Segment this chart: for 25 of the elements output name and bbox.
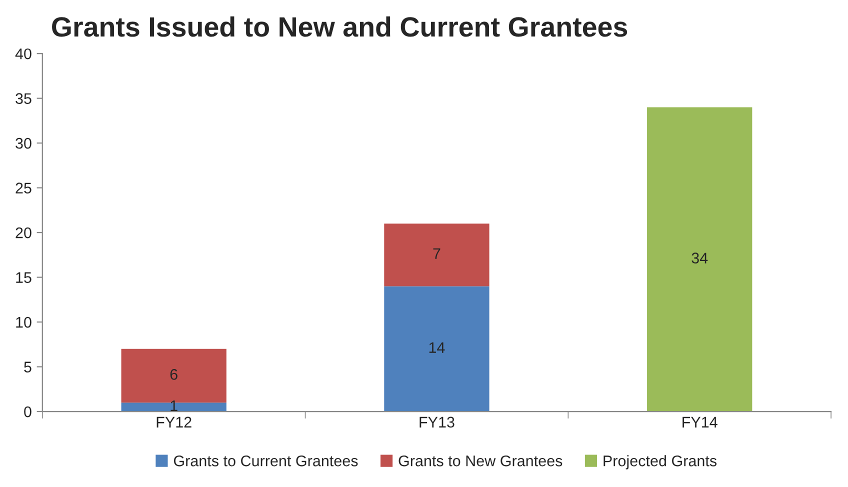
data-label: 7 <box>433 248 440 259</box>
chart-title: Grants Issued to New and Current Grantees <box>52 16 628 37</box>
bar <box>384 286 490 412</box>
y-tick-label: 15 <box>16 272 32 283</box>
data-label: 14 <box>429 342 445 353</box>
legend-label: Projected Grants <box>604 455 717 470</box>
y-tick-label: 40 <box>15 48 32 60</box>
data-label: 34 <box>692 252 708 264</box>
y-tick-label: 10 <box>16 316 32 328</box>
bar <box>384 224 490 286</box>
y-tick-label: 30 <box>16 138 32 149</box>
legend-label: Grants to Current Grantees <box>174 456 358 466</box>
x-tick-label: FY13 <box>420 416 454 428</box>
x-tick-label: FY12 <box>156 416 192 428</box>
data-label: 6 <box>170 369 178 380</box>
bar <box>121 402 226 412</box>
y-tick-label: 35 <box>16 93 32 104</box>
y-tick-label: 20 <box>16 227 32 238</box>
x-tick-label: FY14 <box>682 416 718 428</box>
y-tick-label: 0 <box>24 406 32 418</box>
data-label: 1 <box>170 400 178 411</box>
y-tick-label: 5 <box>24 362 32 372</box>
legend-label: Grants to New Grantees <box>398 456 562 466</box>
y-tick-label: 25 <box>16 182 32 194</box>
bar <box>647 107 752 412</box>
